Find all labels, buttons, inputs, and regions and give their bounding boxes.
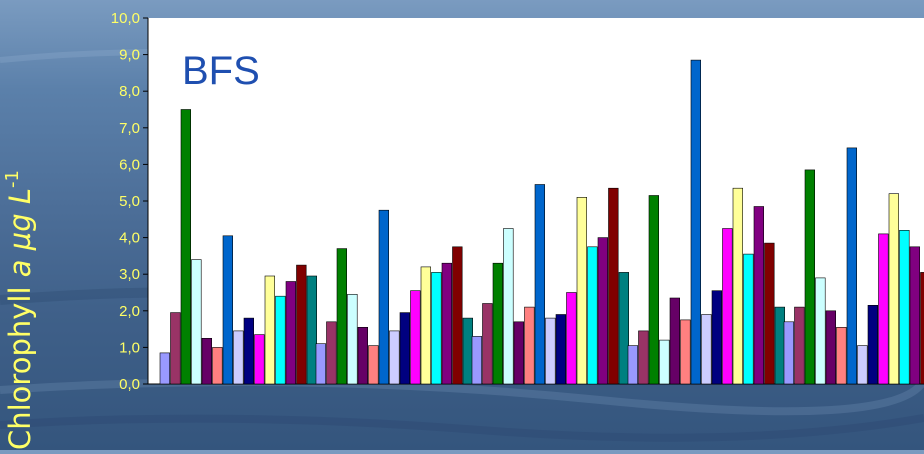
bar [639, 331, 649, 384]
bar [598, 238, 608, 384]
bar [265, 276, 275, 384]
y-axis-label-unit: µg L [3, 188, 37, 259]
bar [348, 294, 358, 384]
bar [681, 320, 691, 384]
bar [775, 307, 785, 384]
bar [234, 331, 244, 384]
bar [535, 185, 545, 385]
y-tick-label: 7,0 [119, 120, 140, 137]
bar [702, 315, 712, 385]
bar [421, 267, 431, 384]
bar [910, 247, 920, 384]
y-tick-label: 3,0 [119, 266, 140, 283]
bar [556, 315, 566, 385]
bar [181, 110, 191, 385]
bar [691, 60, 701, 384]
bar [921, 272, 924, 384]
y-axis-label-italic: a [3, 259, 37, 277]
y-axis-ticks: 0,0 1,0 2,0 3,0 4,0 5,0 6,0 7,0 8,0 9,0 10,0 [111, 10, 148, 393]
bar [723, 229, 733, 385]
y-tick-label: 2,0 [119, 303, 140, 320]
bar [255, 335, 265, 384]
bar [805, 170, 815, 384]
y-axis-label-text: Chlorophyll [3, 277, 37, 450]
bar [223, 236, 233, 384]
bar [816, 278, 826, 384]
bar [588, 247, 598, 384]
bar [889, 194, 899, 384]
bar [765, 243, 775, 384]
y-tick-label: 0,0 [119, 376, 140, 393]
bar [213, 347, 223, 384]
bar [453, 247, 463, 384]
bar [316, 344, 326, 384]
bar [858, 346, 868, 384]
bar [337, 249, 347, 384]
bar [493, 263, 503, 384]
bar [795, 307, 805, 384]
bar [472, 336, 482, 384]
y-tick-label: 6,0 [119, 156, 140, 173]
bar [192, 260, 202, 384]
bar [712, 291, 722, 384]
bar [297, 265, 307, 384]
bar [628, 346, 638, 384]
bar [900, 230, 910, 384]
bar [171, 313, 181, 384]
bar [369, 346, 379, 384]
bar [379, 210, 389, 384]
bar [660, 340, 670, 384]
bar [744, 254, 754, 384]
y-tick-label: 1,0 [119, 339, 140, 356]
bar [327, 322, 337, 384]
bar [567, 293, 577, 385]
y-tick-label: 10,0 [111, 10, 140, 27]
bar [390, 331, 400, 384]
bar [609, 188, 619, 384]
bar [400, 313, 410, 384]
bar [244, 318, 254, 384]
bar [577, 197, 587, 384]
bar [879, 234, 889, 384]
svg-text:Chlorophyll a µg L-1: Chlorophyll a µg L-1 [2, 170, 37, 450]
bar [733, 188, 743, 384]
bar [868, 305, 878, 384]
bar [463, 318, 473, 384]
bar [276, 296, 286, 384]
bar [847, 148, 857, 384]
bar [670, 298, 680, 384]
y-tick-label: 4,0 [119, 230, 140, 247]
y-tick-label: 9,0 [119, 47, 140, 64]
chart-title: BFS [182, 49, 260, 93]
bar [160, 353, 170, 384]
bar [307, 276, 317, 384]
bar [784, 322, 794, 384]
bar [514, 322, 524, 384]
y-axis-label: Chlorophyll a µg L-1 [0, 0, 40, 450]
bar [202, 338, 212, 384]
bar [546, 318, 556, 384]
y-tick-label: 5,0 [119, 193, 140, 210]
bar [432, 272, 442, 384]
bar [619, 272, 629, 384]
bar [837, 327, 847, 384]
bar [504, 229, 514, 385]
y-tick-label: 8,0 [119, 83, 140, 100]
bar [358, 327, 368, 384]
bar [442, 263, 452, 384]
bar [754, 207, 764, 385]
bar [286, 282, 296, 385]
bar [826, 311, 836, 384]
y-axis-label-exponent: -1 [2, 170, 23, 188]
bar [525, 307, 535, 384]
bar [483, 304, 493, 385]
bar [649, 196, 659, 385]
bar [411, 291, 421, 384]
